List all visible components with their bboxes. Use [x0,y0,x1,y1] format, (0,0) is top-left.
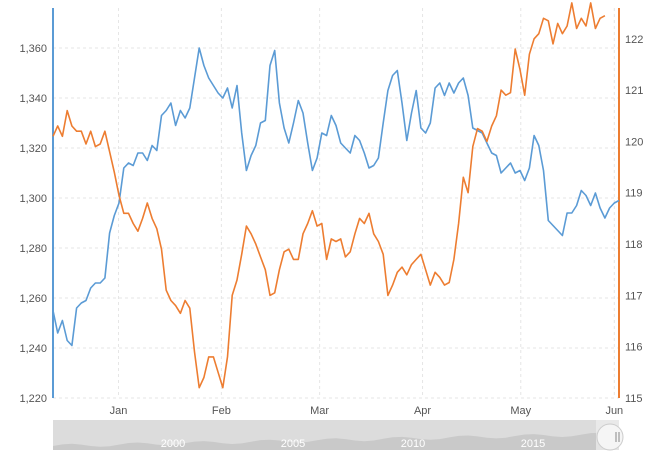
navigator-year-label: 2000 [161,438,185,450]
right-tick-label: 122 [625,34,643,46]
left-tick-label: 1,260 [19,293,47,305]
left-axis-ticks: 1,220 1,240 1,260 1,280 1,300 1,320 1,340 1,360 [19,43,47,405]
right-axis-ticks: 115 116 117 118 119 120 121 122 [625,34,643,405]
right-tick-label: 115 [625,393,643,405]
navigator-year-label: 2005 [281,438,305,450]
navigator-year-label: 2015 [521,438,545,450]
series-line-right [52,2,606,389]
left-tick-label: 1,300 [19,193,47,205]
x-tick-label: Jun [605,405,623,417]
series-group [52,2,620,389]
left-tick-label: 1,220 [19,393,47,405]
x-tick-label: Apr [414,405,431,417]
x-tick-label: Jan [110,405,128,417]
left-tick-label: 1,280 [19,243,47,255]
x-axis-ticks: Jan Feb Mar Apr May Jun [110,405,624,417]
series-line-left [52,47,620,347]
x-tick-label: Mar [310,405,329,417]
navigator-year-labels: 2000 2005 2010 2015 [161,438,545,450]
right-tick-label: 119 [625,188,643,200]
right-tick-label: 118 [625,239,643,251]
right-tick-label: 116 [625,342,643,354]
left-tick-label: 1,340 [19,93,47,105]
right-tick-label: 117 [625,290,643,302]
navigator-year-label: 2010 [401,438,425,450]
time-range-navigator[interactable]: 2000 2005 2010 2015 [53,420,624,451]
x-tick-label: May [510,405,531,417]
left-tick-label: 1,360 [19,43,47,55]
left-tick-label: 1,240 [19,343,47,355]
right-tick-label: 120 [625,136,643,148]
navigator-history-area [53,432,619,450]
navigator-handle[interactable] [596,423,624,451]
x-tick-label: Feb [212,405,231,417]
right-tick-label: 121 [625,85,643,97]
grid [53,8,619,399]
left-tick-label: 1,320 [19,143,47,155]
